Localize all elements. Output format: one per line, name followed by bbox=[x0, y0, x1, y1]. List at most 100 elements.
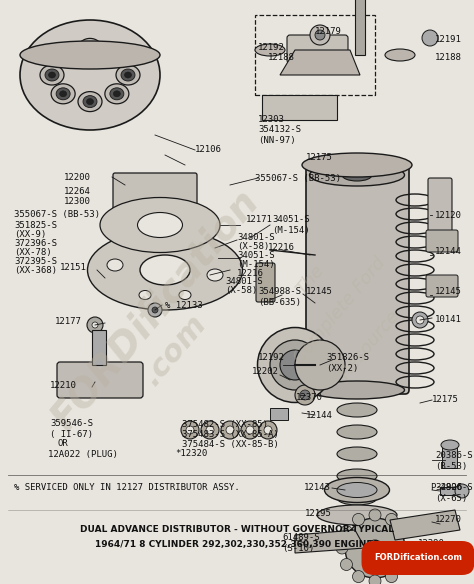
Circle shape bbox=[369, 575, 381, 584]
Circle shape bbox=[367, 540, 383, 556]
Ellipse shape bbox=[83, 43, 97, 54]
Ellipse shape bbox=[40, 65, 64, 85]
Ellipse shape bbox=[100, 197, 220, 252]
Ellipse shape bbox=[86, 46, 93, 51]
Ellipse shape bbox=[51, 84, 75, 104]
Ellipse shape bbox=[107, 259, 123, 271]
Text: (XX-2): (XX-2) bbox=[326, 363, 358, 373]
Ellipse shape bbox=[20, 20, 160, 130]
Ellipse shape bbox=[317, 505, 397, 525]
Text: 12191: 12191 bbox=[435, 36, 462, 44]
Ellipse shape bbox=[325, 478, 390, 502]
Text: 34806-S: 34806-S bbox=[435, 484, 473, 492]
Ellipse shape bbox=[110, 88, 124, 100]
Text: 12270: 12270 bbox=[435, 516, 462, 524]
Text: Complete Ford: Complete Ford bbox=[291, 253, 390, 367]
FancyBboxPatch shape bbox=[306, 166, 409, 394]
Circle shape bbox=[148, 303, 162, 317]
Circle shape bbox=[345, 518, 405, 578]
Circle shape bbox=[353, 513, 365, 526]
Circle shape bbox=[241, 421, 259, 439]
Ellipse shape bbox=[121, 69, 135, 81]
Text: 10141: 10141 bbox=[435, 315, 462, 325]
Ellipse shape bbox=[337, 491, 377, 505]
Ellipse shape bbox=[342, 169, 372, 181]
FancyBboxPatch shape bbox=[426, 230, 458, 252]
Circle shape bbox=[87, 317, 103, 333]
Ellipse shape bbox=[441, 440, 459, 450]
Text: (XX-368): (XX-368) bbox=[14, 266, 57, 276]
Ellipse shape bbox=[255, 44, 285, 56]
Text: 12144: 12144 bbox=[435, 248, 462, 256]
Text: 12390: 12390 bbox=[418, 540, 445, 548]
Text: 372395-S: 372395-S bbox=[14, 258, 57, 266]
Ellipse shape bbox=[302, 153, 412, 177]
Circle shape bbox=[206, 426, 214, 434]
Text: 354132-S: 354132-S bbox=[258, 126, 301, 134]
Ellipse shape bbox=[179, 290, 191, 300]
Circle shape bbox=[340, 526, 353, 537]
Text: % SERVICED ONLY IN 12127 DISTRIBUTOR ASSY.: % SERVICED ONLY IN 12127 DISTRIBUTOR ASS… bbox=[14, 484, 240, 492]
Ellipse shape bbox=[113, 91, 120, 97]
Ellipse shape bbox=[270, 340, 320, 390]
Text: *12320: *12320 bbox=[175, 450, 207, 458]
Polygon shape bbox=[280, 50, 360, 75]
Ellipse shape bbox=[83, 96, 97, 107]
Text: 359546-S: 359546-S bbox=[50, 419, 93, 429]
Ellipse shape bbox=[110, 50, 124, 62]
Text: 12A022 (PLUG): 12A022 (PLUG) bbox=[48, 450, 118, 458]
Circle shape bbox=[422, 30, 438, 46]
Text: The: The bbox=[292, 262, 328, 298]
Text: (XX-9): (XX-9) bbox=[14, 231, 46, 239]
Circle shape bbox=[385, 513, 398, 526]
Ellipse shape bbox=[337, 469, 377, 483]
Circle shape bbox=[398, 558, 410, 571]
Bar bbox=[442, 443, 457, 468]
Text: 12264: 12264 bbox=[64, 187, 91, 196]
Text: P-2926: P-2926 bbox=[430, 484, 462, 492]
Circle shape bbox=[412, 312, 428, 328]
Text: (BB-635): (BB-635) bbox=[258, 297, 301, 307]
Text: 355067-S (BB-53): 355067-S (BB-53) bbox=[14, 210, 100, 220]
Text: (XX-78): (XX-78) bbox=[14, 249, 52, 258]
Circle shape bbox=[226, 426, 234, 434]
Text: (M-154): (M-154) bbox=[272, 225, 310, 235]
Text: 34051-S: 34051-S bbox=[237, 251, 274, 259]
Text: 1964/71 8 CYLINDER 292,302,330,352,360,390 ENGINES: 1964/71 8 CYLINDER 292,302,330,352,360,3… bbox=[95, 541, 379, 550]
Text: 12143: 12143 bbox=[304, 482, 331, 492]
Text: ( II-67): ( II-67) bbox=[50, 429, 93, 439]
FancyBboxPatch shape bbox=[428, 178, 452, 237]
Text: 12195: 12195 bbox=[305, 509, 332, 517]
Ellipse shape bbox=[88, 230, 243, 310]
Ellipse shape bbox=[105, 84, 129, 104]
Circle shape bbox=[353, 571, 365, 583]
Text: 375484-S (XX-85-B): 375484-S (XX-85-B) bbox=[182, 440, 279, 449]
Bar bbox=[262, 95, 337, 120]
Ellipse shape bbox=[139, 290, 151, 300]
Bar bbox=[92, 330, 106, 365]
Text: 12216: 12216 bbox=[237, 269, 264, 277]
Circle shape bbox=[398, 526, 410, 537]
Text: 12145: 12145 bbox=[306, 287, 333, 297]
Ellipse shape bbox=[337, 482, 377, 498]
Text: (X-58): (X-58) bbox=[237, 242, 269, 252]
Bar bbox=[440, 487, 462, 495]
Ellipse shape bbox=[60, 53, 67, 59]
Ellipse shape bbox=[337, 425, 377, 439]
Ellipse shape bbox=[310, 164, 404, 186]
Bar bbox=[270, 408, 288, 420]
Polygon shape bbox=[295, 530, 365, 553]
Text: 12192: 12192 bbox=[258, 43, 285, 53]
Text: 375482-S (XX-85): 375482-S (XX-85) bbox=[182, 419, 268, 429]
Circle shape bbox=[152, 307, 158, 313]
Text: 355067-S (BB-53): 355067-S (BB-53) bbox=[255, 173, 341, 182]
Circle shape bbox=[221, 421, 239, 439]
Ellipse shape bbox=[45, 69, 59, 81]
Circle shape bbox=[246, 426, 254, 434]
Text: 12106: 12106 bbox=[195, 145, 222, 155]
Circle shape bbox=[455, 484, 469, 498]
Text: FORDification.com: FORDification.com bbox=[374, 554, 462, 562]
Text: 12145: 12145 bbox=[435, 287, 462, 297]
Ellipse shape bbox=[113, 53, 120, 59]
Text: 12188: 12188 bbox=[268, 54, 295, 62]
